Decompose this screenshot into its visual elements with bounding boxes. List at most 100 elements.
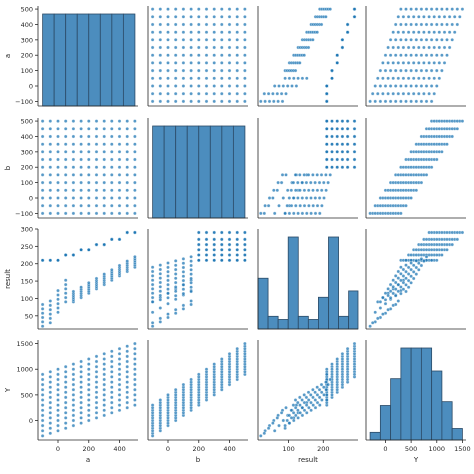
scatter-point bbox=[79, 248, 83, 252]
scatter-point bbox=[419, 257, 424, 261]
scatter-point bbox=[411, 45, 416, 50]
scatter-point bbox=[386, 45, 390, 50]
scatter-point bbox=[424, 68, 429, 73]
scatter-point bbox=[417, 76, 421, 81]
scatter-point bbox=[204, 68, 209, 73]
scatter-point bbox=[150, 45, 155, 50]
scatter-point bbox=[235, 91, 239, 96]
scatter-point bbox=[435, 258, 439, 263]
scatter-point bbox=[322, 196, 326, 200]
scatter-point bbox=[318, 211, 322, 216]
scatter-point bbox=[296, 416, 300, 420]
scatter-point bbox=[166, 22, 170, 27]
scatter-point bbox=[117, 188, 122, 193]
scatter-point bbox=[227, 248, 232, 252]
scatter-point bbox=[56, 180, 60, 185]
scatter-point bbox=[284, 405, 288, 410]
scatter-point bbox=[48, 119, 53, 123]
scatter-point bbox=[150, 291, 155, 295]
scatter-point bbox=[419, 22, 424, 27]
scatter-point bbox=[345, 134, 350, 139]
scatter-point bbox=[71, 188, 76, 193]
scatter-point bbox=[48, 375, 53, 379]
scatter-point bbox=[373, 99, 377, 104]
scatter-point bbox=[102, 150, 106, 154]
scatter-point bbox=[150, 7, 155, 11]
scatter-point bbox=[309, 180, 313, 185]
scatter-point bbox=[427, 30, 431, 34]
scatter-point bbox=[235, 258, 239, 263]
scatter-point bbox=[204, 53, 209, 57]
scatter-point bbox=[133, 382, 137, 387]
scatter-point bbox=[110, 119, 114, 123]
scatter-point bbox=[266, 426, 271, 430]
scatter-point bbox=[283, 76, 287, 81]
scatter-point bbox=[330, 142, 334, 146]
scatter-point bbox=[158, 316, 163, 321]
scatter-point bbox=[317, 196, 322, 200]
scatter-point bbox=[87, 372, 91, 377]
scatter-point bbox=[411, 91, 416, 96]
scatter-point bbox=[166, 84, 170, 88]
scatter-point bbox=[452, 15, 457, 19]
scatter-point bbox=[79, 359, 83, 364]
scatter-point bbox=[189, 255, 193, 259]
scatter-point bbox=[40, 302, 45, 307]
scatter-point bbox=[56, 134, 60, 139]
scatter-point bbox=[352, 357, 357, 361]
scatter-point bbox=[189, 84, 193, 88]
scatter-point bbox=[325, 99, 329, 104]
scatter-point bbox=[158, 267, 163, 272]
scatter-point bbox=[173, 289, 178, 294]
scatter-point bbox=[292, 76, 296, 81]
scatter-point bbox=[173, 30, 178, 34]
scatter-point bbox=[442, 61, 447, 65]
scatter-point bbox=[391, 291, 395, 296]
scatter-point bbox=[335, 157, 339, 162]
scatter-point bbox=[378, 84, 383, 88]
scatter-point bbox=[197, 230, 201, 235]
scatter-point bbox=[56, 211, 60, 216]
scatter-point bbox=[227, 99, 232, 104]
scatter-point bbox=[125, 390, 129, 395]
scatter-point bbox=[319, 390, 324, 395]
scatter-point bbox=[212, 30, 216, 34]
scatter-point bbox=[94, 395, 99, 400]
scatter-point bbox=[422, 76, 426, 81]
scatter-point bbox=[427, 45, 431, 50]
scatter-point bbox=[326, 180, 330, 185]
scatter-point bbox=[166, 287, 170, 291]
scatter-point bbox=[94, 134, 99, 139]
scatter-point bbox=[87, 150, 91, 154]
scatter-point bbox=[322, 385, 326, 389]
scatter-point bbox=[117, 150, 122, 154]
scatter-point bbox=[445, 142, 449, 146]
scatter-point bbox=[87, 248, 91, 252]
scatter-point bbox=[340, 142, 345, 146]
scatter-point bbox=[386, 91, 390, 96]
scatter-point bbox=[110, 142, 114, 146]
scatter-point bbox=[117, 377, 122, 382]
scatter-point bbox=[71, 289, 76, 294]
scatter-point bbox=[79, 134, 83, 139]
scatter-point bbox=[340, 157, 345, 162]
scatter-point bbox=[422, 259, 426, 263]
scatter-point bbox=[40, 418, 45, 423]
scatter-point bbox=[117, 119, 122, 123]
scatter-point bbox=[429, 53, 434, 57]
scatter-point bbox=[212, 230, 216, 235]
scatter-point bbox=[266, 203, 271, 208]
scatter-point bbox=[158, 398, 163, 402]
scatter-point bbox=[48, 321, 53, 325]
scatter-point bbox=[243, 76, 247, 81]
scatter-point bbox=[87, 157, 91, 162]
x-axis-label: b bbox=[196, 456, 201, 464]
scatter-point bbox=[419, 253, 424, 257]
scatter-point bbox=[263, 203, 267, 208]
scatter-point bbox=[324, 188, 328, 193]
scatter-point bbox=[117, 362, 122, 366]
scatter-point bbox=[317, 387, 322, 392]
scatter-point bbox=[56, 165, 60, 169]
scatter-point bbox=[87, 173, 91, 177]
scatter-point bbox=[117, 382, 122, 387]
